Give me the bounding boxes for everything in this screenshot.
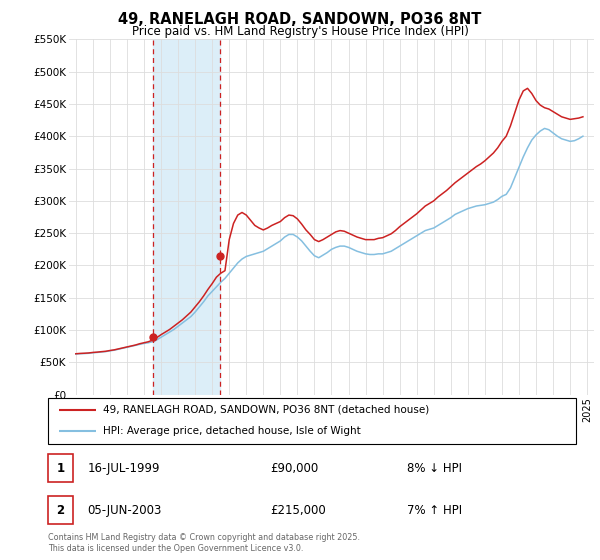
Text: £90,000: £90,000 — [270, 461, 318, 475]
Text: 8% ↓ HPI: 8% ↓ HPI — [407, 461, 462, 475]
Text: 1: 1 — [56, 461, 65, 475]
Text: Contains HM Land Registry data © Crown copyright and database right 2025.
This d: Contains HM Land Registry data © Crown c… — [48, 533, 360, 553]
FancyBboxPatch shape — [48, 398, 576, 444]
Text: 49, RANELAGH ROAD, SANDOWN, PO36 8NT: 49, RANELAGH ROAD, SANDOWN, PO36 8NT — [118, 12, 482, 27]
Text: 7% ↑ HPI: 7% ↑ HPI — [407, 503, 462, 517]
FancyBboxPatch shape — [48, 454, 73, 482]
Text: 49, RANELAGH ROAD, SANDOWN, PO36 8NT (detached house): 49, RANELAGH ROAD, SANDOWN, PO36 8NT (de… — [103, 405, 430, 415]
Text: £215,000: £215,000 — [270, 503, 326, 517]
Bar — [153, 39, 220, 395]
FancyBboxPatch shape — [48, 496, 73, 524]
Text: Price paid vs. HM Land Registry's House Price Index (HPI): Price paid vs. HM Land Registry's House … — [131, 25, 469, 38]
Text: 2: 2 — [56, 503, 65, 517]
Text: 16-JUL-1999: 16-JUL-1999 — [88, 461, 160, 475]
Text: 05-JUN-2003: 05-JUN-2003 — [88, 503, 162, 517]
Text: HPI: Average price, detached house, Isle of Wight: HPI: Average price, detached house, Isle… — [103, 426, 361, 436]
